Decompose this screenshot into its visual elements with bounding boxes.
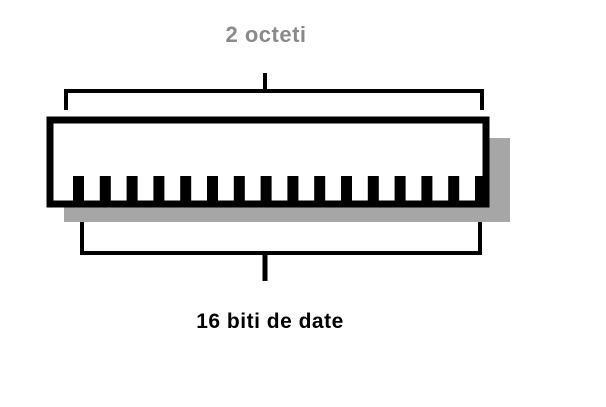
bit-pin <box>233 176 245 202</box>
bit-pins <box>73 176 486 202</box>
bit-pin <box>341 176 352 202</box>
bit-pin <box>475 176 486 202</box>
bottom-bracket <box>80 222 482 281</box>
bit-pin <box>394 176 406 202</box>
bit-pin <box>207 176 218 202</box>
top-bracket <box>64 73 484 110</box>
bit-pin <box>367 176 379 202</box>
bit-pin <box>153 176 165 202</box>
bottom-label: 16 biti de date <box>196 310 344 333</box>
bit-pin <box>73 176 84 202</box>
bit-pin <box>180 176 192 202</box>
bit-pin <box>421 176 433 202</box>
bit-pin <box>126 176 138 202</box>
top-label: 2 octeti <box>225 22 307 47</box>
bit-pin <box>287 176 299 202</box>
bit-pin <box>99 176 111 202</box>
bit-pin <box>260 176 272 202</box>
bit-pin <box>314 176 326 202</box>
bit-pin <box>448 176 460 202</box>
